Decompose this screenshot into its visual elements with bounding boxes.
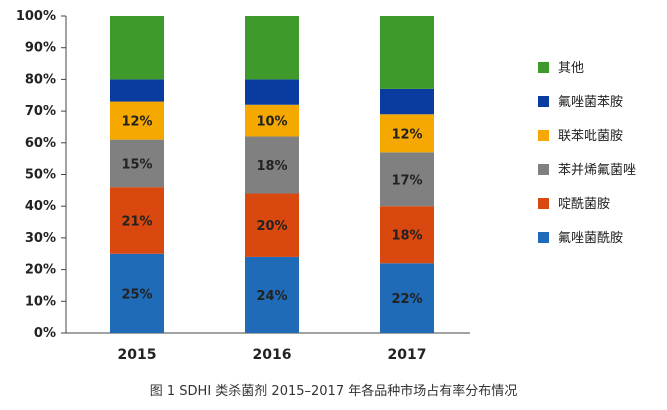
legend-swatch <box>538 62 549 73</box>
data-label: 20% <box>256 219 287 234</box>
data-label: 10% <box>256 115 287 130</box>
data-label: 15% <box>121 157 152 172</box>
bar-segment <box>380 88 434 115</box>
y-tick-label: 40% <box>25 199 56 214</box>
data-label: 18% <box>391 229 422 244</box>
data-label: 18% <box>256 159 287 174</box>
bar-segment <box>245 256 299 333</box>
bar-segment <box>245 104 299 137</box>
bar-segment <box>380 206 434 264</box>
bar-segment <box>380 152 434 207</box>
legend-label: 氟唑菌苯胺 <box>558 94 623 110</box>
y-tick-label: 100% <box>16 9 56 24</box>
legend-label: 氟唑菌酰胺 <box>558 230 623 246</box>
legend-swatch <box>538 130 549 141</box>
data-label: 12% <box>391 127 422 142</box>
legend-swatch <box>538 198 549 209</box>
legend-label: 啶酰菌胺 <box>558 197 610 212</box>
data-label: 12% <box>121 115 152 130</box>
data-label: 21% <box>121 214 152 229</box>
y-tick-label: 20% <box>25 263 56 278</box>
data-label: 17% <box>391 173 422 188</box>
x-tick-label: 2016 <box>253 347 292 363</box>
legend-swatch <box>538 96 549 107</box>
bar-segment <box>245 16 299 80</box>
stacked-bar-chart: 0% 10% 20% 30% 40% 50% 60% 70% 80% 90% 100% 25% 21% 1… <box>16 9 636 363</box>
bar-segment <box>245 136 299 194</box>
legend-label: 苯并烯氟菌唑 <box>558 162 636 178</box>
figure-caption: 图 1 SDHI 类杀菌剂 2015–2017 年各品种市场占有率分布情况 <box>149 384 518 399</box>
bar-segment <box>380 16 434 89</box>
y-tick-label: 60% <box>25 136 56 151</box>
y-tick-label: 30% <box>25 231 56 246</box>
data-label: 22% <box>391 292 422 307</box>
bar-segment <box>110 187 164 254</box>
bar-segment <box>245 193 299 257</box>
bar-segment <box>110 139 164 188</box>
data-label: 25% <box>121 287 152 302</box>
y-tick-label: 10% <box>25 294 56 309</box>
legend-label: 其他 <box>558 61 584 76</box>
y-tick-label: 90% <box>25 41 56 56</box>
y-tick-label: 70% <box>25 104 56 119</box>
bar-segment <box>110 101 164 140</box>
legend-label: 联苯吡菌胺 <box>558 129 623 144</box>
bar-segment <box>380 114 434 153</box>
bar-segment <box>110 79 164 102</box>
x-tick-label: 2015 <box>118 347 157 363</box>
x-tick-label: 2017 <box>388 347 427 363</box>
bar-segment <box>110 16 164 80</box>
bar-segment <box>380 263 434 333</box>
data-label: 24% <box>256 289 287 304</box>
y-tick-label: 80% <box>25 72 56 87</box>
bar-segment <box>245 79 299 105</box>
bar-segment <box>110 253 164 333</box>
y-tick-label: 0% <box>34 326 56 341</box>
y-tick-label: 50% <box>25 168 56 183</box>
legend-swatch <box>538 232 549 243</box>
legend-swatch <box>538 164 549 175</box>
